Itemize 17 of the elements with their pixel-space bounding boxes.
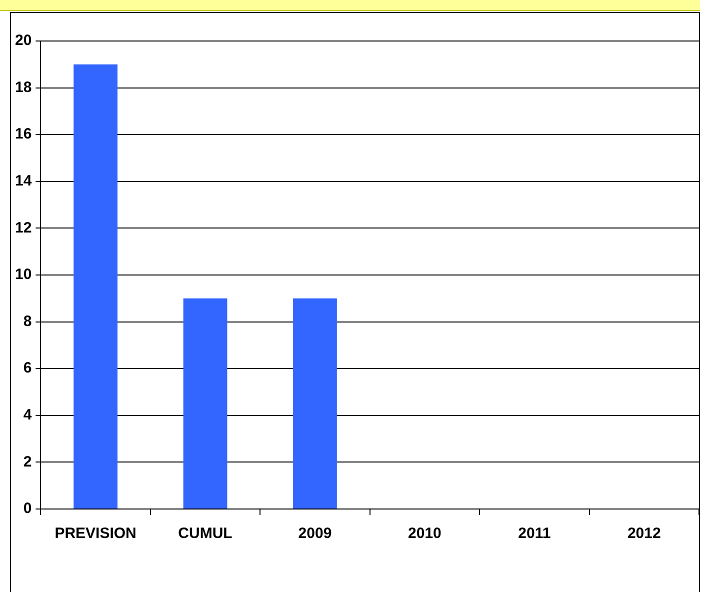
x-tick-label: PREVISION <box>54 525 136 542</box>
x-tick-label: 2009 <box>298 525 332 542</box>
x-tick-label: 2012 <box>627 525 661 542</box>
x-tick-label: 2011 <box>518 525 551 542</box>
x-tick-label: CUMUL <box>178 525 232 542</box>
y-tick-label: 18 <box>14 78 32 96</box>
y-tick-label: 4 <box>23 406 32 424</box>
y-tick-label: 0 <box>23 500 32 518</box>
y-tick-label: 10 <box>14 266 32 284</box>
y-tick-label: 14 <box>14 172 32 190</box>
y-tick-label: 2 <box>23 453 32 470</box>
y-tick-label: 12 <box>14 219 32 236</box>
y-tick-label: 8 <box>23 312 32 330</box>
x-tick-label: 2010 <box>408 525 442 542</box>
y-tick-label: 16 <box>14 126 32 143</box>
y-tick-label: 6 <box>23 360 32 377</box>
y-tick-label: 20 <box>14 32 32 50</box>
